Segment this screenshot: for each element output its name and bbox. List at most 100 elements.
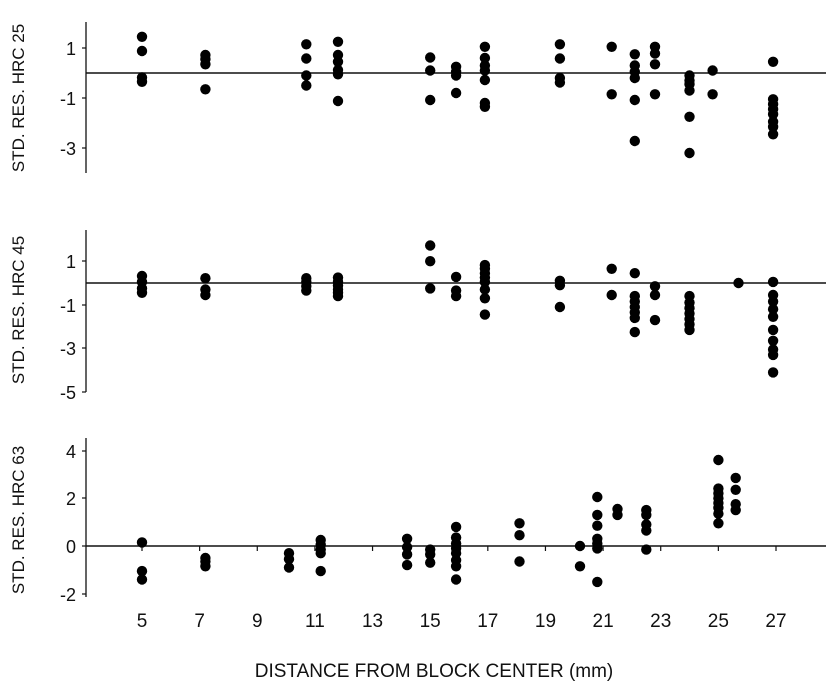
- y-tick-label: -1: [60, 296, 76, 316]
- data-point: [514, 530, 525, 541]
- data-point: [612, 509, 623, 521]
- data-point: [629, 49, 640, 60]
- data-point: [629, 135, 640, 147]
- panel-hrc45: 1 -1 -3 -5 STD. RES. HRC 45: [9, 230, 826, 403]
- data-point: [629, 72, 640, 84]
- data-point: [479, 41, 491, 52]
- data-point: [425, 256, 436, 267]
- data-point: [629, 94, 640, 106]
- data-point: [649, 59, 661, 70]
- data-point: [301, 80, 312, 91]
- data-point: [767, 367, 779, 378]
- data-point: [514, 518, 525, 529]
- data-point: [479, 293, 491, 304]
- data-point: [283, 562, 295, 573]
- x-tick-label: 15: [420, 611, 441, 632]
- data-point: [649, 289, 661, 301]
- y-axis-title-hrc25: STD. RES. HRC 25: [9, 24, 28, 172]
- data-point: [450, 271, 462, 283]
- data-point: [574, 561, 586, 572]
- data-point: [401, 549, 413, 560]
- data-point: [425, 557, 436, 568]
- data-point: [200, 273, 211, 284]
- y-tick-label: -1: [60, 89, 76, 109]
- x-tick-label: 17: [477, 611, 498, 632]
- data-point: [554, 39, 566, 50]
- data-point: [592, 576, 603, 588]
- data-point: [136, 287, 148, 298]
- data-point: [136, 574, 148, 585]
- data-point: [479, 52, 491, 64]
- data-point: [450, 290, 462, 302]
- data-point: [684, 111, 695, 123]
- data-point: [136, 31, 148, 42]
- data-point: [450, 87, 462, 99]
- data-point: [713, 454, 724, 466]
- panel-hrc25: 1 -1 -3 STD. RES. HRC 25: [9, 22, 826, 173]
- data-point: [450, 574, 462, 585]
- data-point: [425, 240, 436, 251]
- y-ticks-hrc25: 1 -1 -3: [60, 39, 86, 159]
- data-point: [641, 509, 652, 521]
- data-point: [592, 543, 603, 554]
- x-tick-label: 5: [137, 611, 148, 632]
- data-point: [629, 312, 640, 324]
- data-point: [315, 565, 326, 577]
- points-hrc25: [136, 31, 779, 159]
- data-point: [450, 70, 462, 81]
- y-tick-label: 1: [66, 252, 76, 272]
- y-tick-label: -3: [60, 339, 76, 359]
- data-point: [713, 508, 724, 519]
- x-tick-label: 27: [765, 611, 786, 632]
- data-point: [713, 518, 724, 529]
- data-point: [200, 84, 211, 95]
- data-point: [606, 263, 617, 274]
- data-point: [767, 56, 779, 67]
- data-point: [684, 85, 695, 96]
- data-point: [283, 553, 295, 565]
- y-ticks-hrc45: 1 -1 -3 -5: [60, 252, 86, 403]
- points-hrc45: [136, 240, 779, 378]
- data-point: [136, 45, 148, 57]
- data-point: [479, 65, 491, 76]
- data-point: [733, 277, 744, 289]
- data-point: [401, 559, 413, 571]
- data-point: [514, 556, 525, 567]
- data-point: [332, 95, 344, 107]
- data-point: [200, 561, 211, 572]
- x-axis-title: DISTANCE FROM BLOCK CENTER (mm): [255, 661, 614, 682]
- points-hrc63: [136, 454, 741, 588]
- data-point: [649, 89, 661, 100]
- data-point: [641, 525, 652, 536]
- data-point: [629, 268, 640, 279]
- data-point: [425, 549, 436, 560]
- x-axis-ticks: 5 7 9 11 13 15 17 19 21 23 25 27: [137, 546, 787, 632]
- data-point: [332, 290, 344, 302]
- y-axis-title-hrc45: STD. RES. HRC 45: [9, 236, 28, 384]
- data-point: [200, 59, 211, 70]
- data-point: [332, 69, 344, 80]
- data-point: [554, 280, 566, 291]
- x-tick-label: 9: [252, 611, 263, 632]
- data-point: [684, 324, 695, 336]
- data-point: [136, 76, 148, 88]
- data-point: [606, 41, 617, 52]
- x-tick-label: 25: [708, 611, 729, 632]
- data-point: [649, 281, 661, 292]
- data-point: [425, 283, 436, 294]
- data-point: [641, 544, 652, 555]
- data-point: [401, 542, 413, 553]
- data-point: [592, 491, 603, 503]
- data-point: [425, 52, 436, 63]
- y-tick-label: 1: [66, 39, 76, 59]
- panel-hrc63: 4 2 0 -2 STD. RES. HRC 63 5 7 9 11 13 15 17 19 2…: [9, 438, 826, 682]
- data-point: [450, 561, 462, 572]
- data-point: [332, 36, 344, 47]
- data-point: [649, 314, 661, 326]
- data-point: [301, 285, 312, 296]
- data-point: [136, 537, 148, 548]
- data-point: [707, 65, 718, 76]
- data-point: [200, 289, 211, 301]
- x-tick-label: 21: [593, 611, 614, 632]
